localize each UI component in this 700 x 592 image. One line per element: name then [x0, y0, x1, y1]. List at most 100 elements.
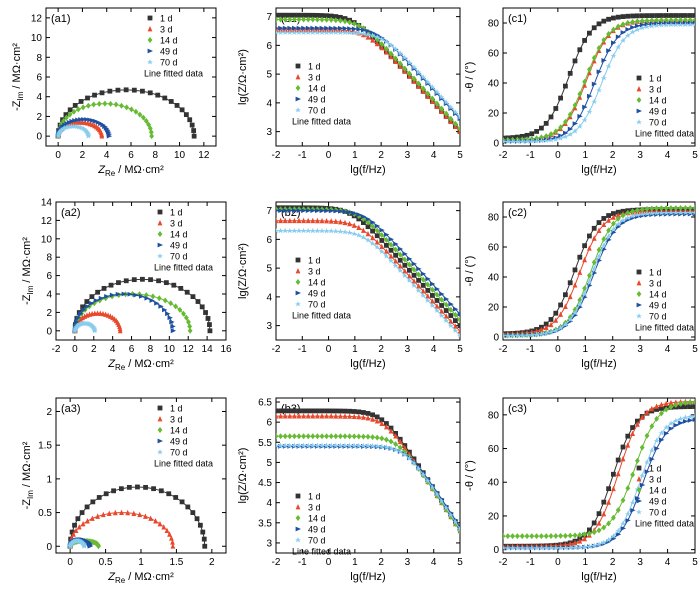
legend-label: 14 d [649, 290, 667, 300]
data-point [411, 278, 417, 284]
data-point [332, 228, 339, 234]
data-point [338, 433, 343, 440]
data-point [577, 254, 583, 260]
data-point [292, 12, 297, 18]
data-point [663, 400, 669, 406]
data-point [328, 13, 334, 19]
data-point [351, 210, 358, 216]
data-point [328, 208, 335, 214]
data-point [365, 31, 371, 37]
y-tick-label: 6 [46, 271, 52, 282]
data-point [644, 205, 650, 212]
data-point [393, 441, 398, 448]
data-point [286, 29, 293, 35]
data-point [305, 433, 311, 440]
data-point [305, 29, 312, 35]
data-point [292, 16, 297, 23]
x-tick-label: -1 [298, 344, 307, 355]
y-tick-label: 1 [46, 474, 52, 485]
x-tick-label: 2 [378, 344, 384, 355]
data-point [663, 205, 669, 212]
data-point [672, 209, 679, 215]
data-point [673, 422, 679, 428]
legend-marker [295, 290, 301, 296]
data-point [424, 297, 431, 303]
data-point [416, 266, 422, 272]
data-point [457, 525, 460, 532]
data-point [591, 25, 597, 31]
fit-line-14d [276, 435, 460, 532]
legend-label: 1 d [170, 208, 183, 218]
data-point [611, 214, 616, 220]
data-point [572, 58, 578, 64]
data-point [407, 273, 412, 279]
data-point [315, 408, 320, 414]
data-point [276, 16, 279, 23]
x-tick-label: 5 [457, 150, 463, 161]
x-tick-label: 0 [555, 344, 561, 355]
data-point [582, 82, 587, 88]
data-point [282, 217, 288, 224]
data-point [370, 30, 376, 36]
data-point [515, 533, 520, 540]
data-point [668, 426, 674, 432]
data-point [337, 442, 344, 448]
data-point [119, 102, 124, 109]
data-point [95, 513, 101, 519]
data-point [179, 499, 185, 505]
data-point [563, 83, 568, 89]
data-point [151, 486, 156, 492]
data-point [552, 327, 559, 333]
data-point [96, 543, 101, 550]
data-point [687, 209, 694, 215]
data-point [276, 217, 279, 224]
data-point [287, 25, 293, 31]
x-axis-label: lg(f/Hz) [581, 571, 616, 583]
data-point [328, 433, 334, 440]
data-point [447, 511, 454, 518]
data-point [71, 531, 76, 537]
data-point [384, 436, 389, 443]
data-point [639, 17, 645, 24]
y-tick-label: 5.5 [258, 438, 272, 449]
data-point [309, 29, 316, 35]
x-tick-label: 5 [457, 557, 463, 568]
data-point [519, 332, 526, 338]
series-group [276, 12, 460, 135]
data-point [402, 65, 408, 72]
data-point [401, 272, 408, 278]
data-point [620, 525, 626, 531]
x-tick-label: -2 [499, 150, 508, 161]
data-point [90, 499, 96, 505]
data-point [625, 517, 631, 523]
data-point [301, 208, 307, 214]
data-point [328, 408, 334, 414]
data-point [379, 243, 385, 250]
x-tick-label: 2 [91, 344, 97, 355]
data-point [90, 118, 96, 123]
data-point [140, 276, 145, 282]
legend-label: 3 d [170, 219, 183, 229]
data-point [648, 22, 655, 29]
x-tick-label: 10 [174, 150, 186, 161]
data-point [600, 74, 607, 81]
data-point [601, 499, 607, 505]
data-point [600, 539, 607, 545]
data-point [577, 538, 583, 544]
data-point [356, 27, 362, 32]
legend-fit-label: Line fitted data [154, 459, 213, 469]
data-point [370, 416, 375, 422]
x-tick-label: 4 [431, 557, 437, 568]
data-point [207, 322, 212, 327]
data-point [140, 114, 146, 121]
data-point [668, 21, 674, 28]
y-tick-label: 3.5 [258, 518, 272, 529]
data-point [581, 116, 588, 123]
data-point [514, 332, 521, 338]
data-point [80, 520, 86, 527]
data-point [388, 253, 394, 259]
data-point [634, 486, 641, 492]
data-point [388, 247, 394, 253]
data-point [379, 44, 385, 51]
